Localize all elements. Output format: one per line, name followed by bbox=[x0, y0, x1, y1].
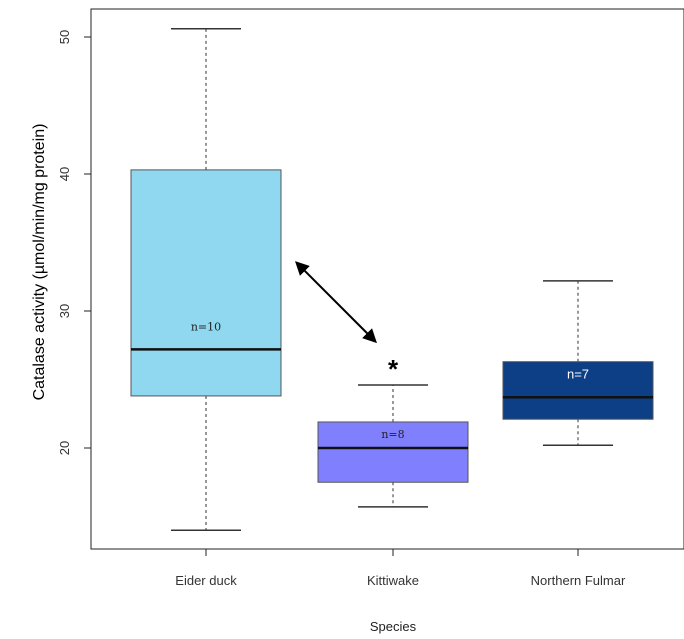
box-group: n=8 bbox=[317, 384, 469, 508]
box bbox=[130, 169, 282, 397]
y-tick-label: 20 bbox=[57, 441, 72, 455]
box-group: n=10 bbox=[130, 28, 282, 531]
y-tick-label: 30 bbox=[57, 304, 72, 318]
significance-arrow bbox=[295, 261, 377, 344]
annotations-layer: * bbox=[295, 261, 399, 384]
y-tick-label: 40 bbox=[57, 167, 72, 181]
sample-size-label: n=7 bbox=[567, 367, 589, 382]
box-group: n=7 bbox=[502, 280, 654, 447]
box bbox=[502, 361, 654, 420]
x-tick-label: Eider duck bbox=[175, 573, 237, 588]
sample-size-label: n=10 bbox=[191, 320, 221, 333]
x-tick-label: Kittiwake bbox=[367, 573, 419, 588]
x-axis: Eider duck Kittiwake Northern Fulmar bbox=[175, 549, 626, 588]
y-axis-title: Catalase activity (µmol/min/mg protein) bbox=[31, 124, 48, 401]
x-axis-title: Species bbox=[370, 619, 417, 634]
boxes-layer: n=10 n=8 n=7 bbox=[130, 28, 654, 531]
box bbox=[317, 421, 469, 483]
significance-asterisk: * bbox=[388, 354, 399, 384]
plot-frame bbox=[90, 8, 684, 550]
y-axis: 20 30 40 50 bbox=[57, 30, 91, 455]
y-tick-label: 50 bbox=[57, 30, 72, 44]
x-tick-label: Northern Fulmar bbox=[531, 573, 626, 588]
sample-size-label: n=8 bbox=[381, 428, 404, 441]
